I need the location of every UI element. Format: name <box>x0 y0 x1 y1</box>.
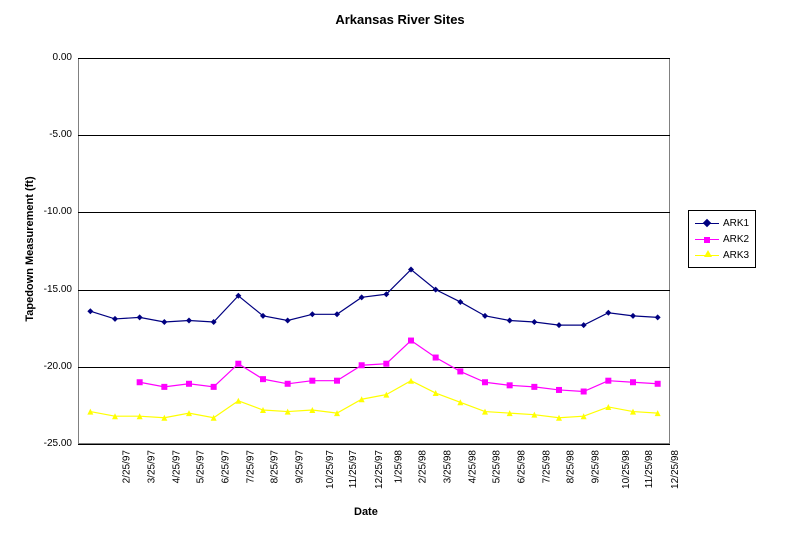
marker-ARK2 <box>655 381 661 387</box>
legend-marker-icon <box>704 237 710 243</box>
legend-marker-icon <box>704 250 712 257</box>
legend-marker-icon <box>703 218 711 226</box>
marker-ARK2 <box>507 382 513 388</box>
marker-ARK1 <box>87 308 93 314</box>
marker-ARK2 <box>383 361 389 367</box>
marker-ARK1 <box>186 317 192 323</box>
series-line-ARK3 <box>90 381 657 418</box>
marker-ARK2 <box>161 384 167 390</box>
series-line-ARK1 <box>90 270 657 326</box>
marker-ARK1 <box>655 314 661 320</box>
chart-container: Arkansas River Sites 0.00-5.00-10.00-15.… <box>0 0 800 547</box>
x-axis-title: Date <box>354 506 378 518</box>
legend-label: ARK3 <box>723 250 749 261</box>
marker-ARK2 <box>605 378 611 384</box>
marker-ARK1 <box>581 322 587 328</box>
marker-ARK1 <box>507 317 513 323</box>
marker-ARK2 <box>531 384 537 390</box>
marker-ARK2 <box>137 379 143 385</box>
marker-ARK1 <box>112 316 118 322</box>
marker-ARK3 <box>433 390 439 396</box>
marker-ARK2 <box>482 379 488 385</box>
marker-ARK2 <box>408 338 414 344</box>
legend-line-icon <box>695 255 719 256</box>
y-axis-title: Tapedown Measurement (ft) <box>24 159 36 339</box>
marker-ARK2 <box>556 387 562 393</box>
legend-label: ARK2 <box>723 234 749 245</box>
marker-ARK1 <box>531 319 537 325</box>
marker-ARK1 <box>309 311 315 317</box>
marker-ARK1 <box>457 299 463 305</box>
legend-line-icon <box>695 239 719 240</box>
legend: ARK1 ARK2 ARK3 <box>688 210 756 268</box>
marker-ARK2 <box>433 355 439 361</box>
marker-ARK1 <box>137 314 143 320</box>
marker-ARK2 <box>186 381 192 387</box>
series-line-ARK2 <box>140 341 658 392</box>
marker-ARK2 <box>581 389 587 395</box>
marker-ARK3 <box>235 398 241 404</box>
marker-ARK1 <box>161 319 167 325</box>
marker-ARK3 <box>457 399 463 405</box>
marker-ARK1 <box>482 313 488 319</box>
marker-ARK3 <box>408 378 414 384</box>
marker-ARK1 <box>556 322 562 328</box>
marker-ARK2 <box>235 361 241 367</box>
marker-ARK2 <box>630 379 636 385</box>
marker-ARK1 <box>605 310 611 316</box>
marker-ARK2 <box>457 368 463 374</box>
legend-line-icon <box>695 223 719 224</box>
marker-ARK2 <box>260 376 266 382</box>
legend-item: ARK1 <box>695 215 749 231</box>
legend-label: ARK1 <box>723 218 749 229</box>
legend-item: ARK3 <box>695 247 749 263</box>
marker-ARK2 <box>334 378 340 384</box>
marker-ARK2 <box>359 362 365 368</box>
marker-ARK1 <box>630 313 636 319</box>
marker-ARK2 <box>309 378 315 384</box>
legend-item: ARK2 <box>695 231 749 247</box>
chart-svg <box>0 0 800 547</box>
marker-ARK1 <box>285 317 291 323</box>
marker-ARK2 <box>211 384 217 390</box>
marker-ARK2 <box>285 381 291 387</box>
